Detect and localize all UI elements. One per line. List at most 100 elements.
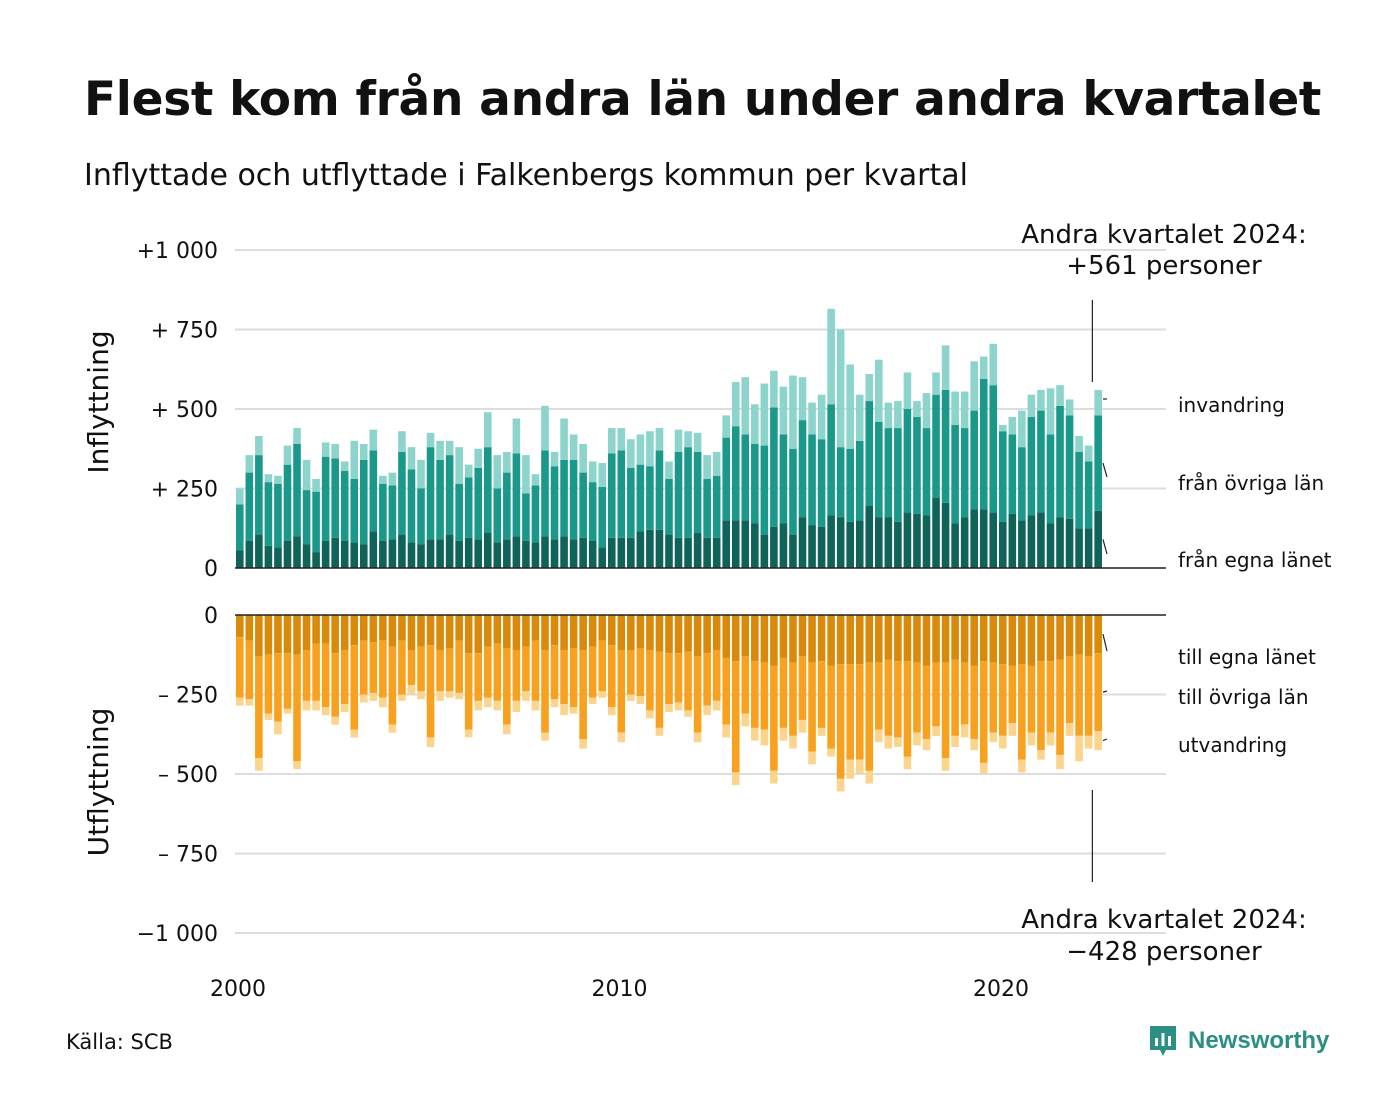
bar-in-1 [483, 447, 492, 534]
bar-out-0 [846, 615, 854, 665]
bar-in-2 [503, 451, 511, 473]
bar-out-1 [932, 662, 940, 727]
bar-out-1 [359, 640, 368, 695]
bar-out-0 [522, 615, 530, 647]
bar-in-2 [274, 475, 282, 484]
bar-out-2 [903, 756, 912, 770]
bar-in-0 [751, 523, 759, 568]
series-label-top-1: från övriga län [1178, 471, 1324, 495]
bar-in-0 [1027, 515, 1036, 568]
brand-logo[interactable]: Newsworthy [1148, 1024, 1329, 1058]
series-label-top-2: invandring [1178, 393, 1285, 417]
bar-in-1 [522, 493, 530, 541]
bar-out-1 [483, 646, 492, 698]
bar-in-2 [560, 418, 568, 460]
bar-out-0 [531, 615, 540, 641]
bar-in-2 [827, 308, 835, 405]
bar-in-1 [798, 420, 807, 518]
bar-out-1 [751, 661, 759, 728]
bar-in-0 [340, 540, 349, 568]
bar-in-2 [350, 440, 359, 479]
bar-out-0 [331, 615, 339, 654]
bar-out-1 [1018, 664, 1026, 760]
bar-in-0 [731, 520, 740, 568]
bar-out-0 [636, 615, 645, 649]
bar-out-2 [541, 732, 549, 741]
bar-in-2 [426, 432, 435, 448]
bar-in-2 [655, 428, 664, 451]
bar-in-0 [283, 540, 292, 568]
bar-out-1 [875, 662, 883, 730]
chart-subtitle: Inflyttade och utflyttade i Falkenbergs … [84, 158, 968, 193]
bar-out-1 [369, 642, 378, 693]
bar-out-2 [417, 691, 425, 700]
bar-out-0 [340, 615, 349, 650]
bar-out-1 [722, 657, 731, 725]
bar-out-1 [312, 643, 320, 701]
bar-in-1 [321, 456, 330, 541]
bar-out-1 [1065, 656, 1074, 724]
bar-in-2 [550, 451, 559, 467]
bar-out-2 [836, 778, 845, 792]
bar-out-1 [913, 662, 921, 733]
bar-out-0 [951, 615, 959, 660]
annotation-bottom-line2: −428 personer [1066, 937, 1262, 967]
bar-in-1 [1075, 451, 1083, 529]
bar-out-0 [865, 615, 874, 663]
bar-out-1 [1027, 665, 1036, 733]
bar-in-2 [1008, 416, 1017, 435]
annotation-top-line2: +561 personer [1066, 251, 1262, 281]
bar-out-2 [588, 697, 597, 705]
bar-out-2 [245, 699, 254, 706]
y-tick-label-bottom: 0 [204, 604, 218, 629]
bar-out-2 [1065, 723, 1074, 736]
bar-out-2 [474, 700, 483, 711]
bar-out-0 [359, 615, 368, 641]
bar-in-0 [588, 540, 597, 568]
bar-out-1 [941, 662, 950, 759]
bar-out-2 [493, 700, 502, 711]
bar-in-1 [989, 385, 998, 513]
bar-out-0 [941, 615, 950, 663]
series-label-bottom-2: utvandring [1178, 733, 1287, 757]
bar-in-1 [760, 445, 769, 535]
newsworthy-logo-icon [1150, 1026, 1176, 1056]
bar-out-0 [798, 615, 807, 657]
bar-in-2 [722, 415, 731, 438]
bar-in-1 [503, 472, 511, 540]
bar-in-1 [789, 448, 797, 535]
bar-in-0 [960, 517, 969, 568]
bar-out-2 [627, 694, 635, 701]
bar-in-2 [293, 428, 301, 444]
bar-out-1 [569, 648, 578, 708]
bar-in-2 [894, 401, 902, 429]
bar-in-2 [255, 436, 263, 456]
bar-in-0 [875, 517, 883, 568]
chart-title: Flest kom från andra län under andra kva… [84, 72, 1322, 127]
bar-in-2 [541, 405, 549, 451]
bar-out-1 [827, 665, 835, 749]
bar-out-1 [588, 646, 597, 698]
bar-out-2 [455, 692, 463, 700]
y-tick-label-bottom: – 500 [158, 763, 218, 788]
bar-out-1 [464, 653, 473, 730]
bar-in-0 [417, 544, 425, 568]
bar-in-2 [340, 461, 349, 472]
annotation-top-line1: Andra kvartalet 2024: [1021, 220, 1306, 250]
bar-in-2 [436, 440, 444, 460]
bar-out-1 [493, 643, 502, 701]
bar-out-0 [836, 615, 845, 665]
bar-out-0 [1018, 615, 1026, 665]
bar-in-1 [855, 440, 864, 521]
brand-name: Newsworthy [1188, 1027, 1330, 1054]
bar-out-2 [293, 761, 301, 770]
bar-in-0 [932, 498, 940, 568]
x-tick-label: 2020 [973, 977, 1029, 1002]
bar-in-1 [779, 434, 788, 524]
bar-in-1 [1094, 415, 1102, 511]
bars-layer [236, 308, 1102, 792]
bar-out-0 [436, 615, 444, 650]
bar-in-2 [751, 404, 759, 444]
bar-in-2 [302, 459, 311, 491]
bar-in-2 [531, 474, 540, 486]
